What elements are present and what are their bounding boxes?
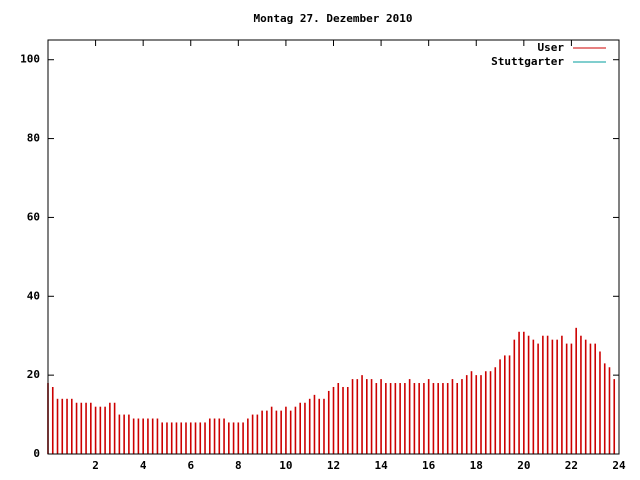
x-tick-label: 14 <box>374 459 388 472</box>
x-tick-label: 6 <box>187 459 194 472</box>
x-tick-label: 12 <box>327 459 340 472</box>
plot-border <box>47 39 620 455</box>
y-tick-label: 20 <box>27 368 40 381</box>
x-tick-label: 16 <box>422 459 436 472</box>
x-tick-label: 24 <box>612 459 626 472</box>
x-tick-label: 20 <box>517 459 530 472</box>
x-tick-label: 4 <box>140 459 147 472</box>
y-tick-label: 40 <box>27 289 40 302</box>
y-tick-label: 0 <box>33 447 40 460</box>
x-tick-label: 8 <box>235 459 242 472</box>
chart-title: Montag 27. Dezember 2010 <box>254 12 413 25</box>
y-tick-label: 60 <box>27 210 40 223</box>
x-tick-label: 22 <box>565 459 578 472</box>
y-tick-label: 80 <box>27 132 40 145</box>
legend-label: User <box>538 41 565 54</box>
x-tick-label: 18 <box>470 459 483 472</box>
legend-label: Stuttgarter <box>491 55 564 68</box>
x-tick-label: 2 <box>92 459 99 472</box>
y-tick-label: 100 <box>20 53 40 66</box>
x-tick-label: 10 <box>279 459 292 472</box>
